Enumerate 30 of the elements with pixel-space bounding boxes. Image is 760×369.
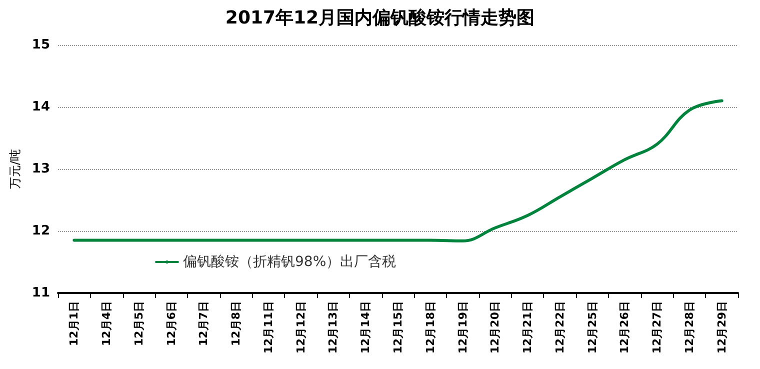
y-axis-title: 万元/吨 [8, 148, 22, 190]
x-tick-label: 12月26日 [618, 301, 632, 354]
x-tick-label: 12月7日 [197, 301, 210, 346]
x-tick-label: 12月1日 [68, 301, 81, 346]
x-tick-label: 12月28日 [682, 301, 696, 354]
x-tick-label: 12月12日 [294, 301, 308, 354]
x-tick-label: 12月14日 [359, 301, 372, 354]
x-tick-label: 12月5日 [132, 301, 146, 346]
x-tick-label: 12月15日 [392, 301, 404, 354]
x-tick-label: 12月21日 [521, 301, 534, 354]
line-series [72, 99, 724, 242]
y-tick-label: 15 [32, 38, 50, 52]
x-tick-label: 12月8日 [230, 301, 243, 346]
x-tick-label: 12月25日 [586, 301, 599, 354]
x-tick-label: 12月18日 [424, 301, 437, 354]
x-tick-label: 12月27日 [650, 301, 664, 354]
x-tick-label: 12月29日 [715, 301, 728, 354]
x-tick-label: 12月11日 [262, 301, 275, 354]
x-tick-label: 12月20日 [488, 301, 502, 354]
x-tick-label: 12月4日 [100, 301, 114, 346]
chart-title: 2017年12月国内偏钒酸铵行情走势图 [225, 8, 535, 28]
y-tick-label: 14 [32, 100, 50, 114]
y-tick-label: 12 [32, 224, 50, 238]
x-tick-label: 12月13日 [326, 301, 340, 354]
y-tick-label: 13 [32, 162, 50, 176]
x-tick-label: 12月22日 [553, 301, 566, 354]
x-tick-label: 12月19日 [456, 301, 470, 354]
x-tick-label: 12月6日 [164, 301, 178, 346]
y-tick-label: 11 [32, 286, 50, 300]
legend-label: 偏钒酸铵（折精钒98%）出厂含税 [183, 254, 396, 270]
